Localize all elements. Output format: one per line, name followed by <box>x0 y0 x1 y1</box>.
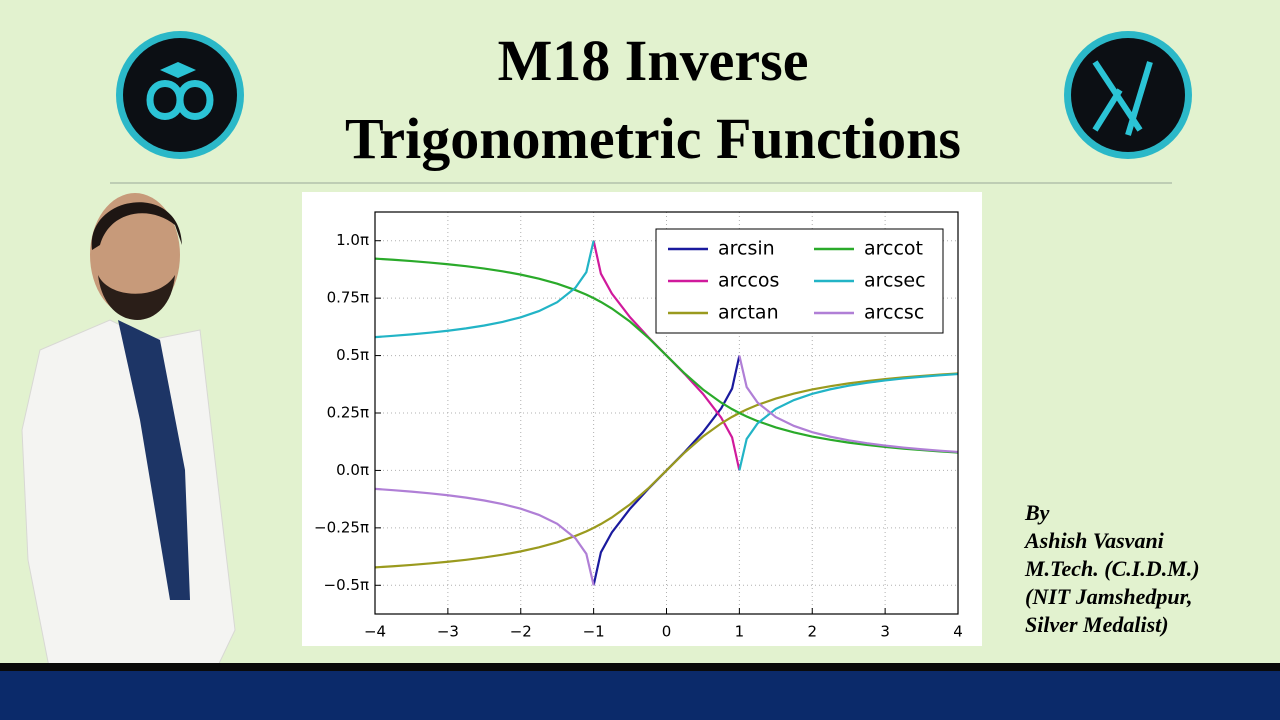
author-line: (NIT Jamshedpur, <box>1025 584 1192 609</box>
x-tick-label: 2 <box>807 623 817 641</box>
presenter <box>21 193 236 673</box>
author-line: Silver Medalist) <box>1025 612 1169 637</box>
x-tick-label: 1 <box>735 623 745 641</box>
series-line <box>374 372 959 569</box>
x-tick-label: 0 <box>662 623 672 641</box>
logo-right <box>1064 31 1192 159</box>
series-line <box>374 257 959 454</box>
title-line: M18 Inverse <box>498 28 809 93</box>
y-tick-label: 0.0π <box>336 461 369 479</box>
y-tick-label: 0.75π <box>327 289 369 307</box>
footer-edge <box>0 663 1280 671</box>
footer-bar <box>0 671 1280 720</box>
legend-label: arccot <box>864 238 923 260</box>
series-line <box>374 240 959 471</box>
x-tick-label: −1 <box>583 623 605 641</box>
legend-label: arcsec <box>864 270 926 292</box>
y-tick-label: 0.25π <box>327 404 369 422</box>
logo-left <box>116 31 244 159</box>
y-tick-label: 0.5π <box>336 346 369 364</box>
x-tick-label: 4 <box>953 623 963 641</box>
author-line: By <box>1024 500 1050 525</box>
x-tick-label: −3 <box>437 623 459 641</box>
series-line <box>374 355 959 586</box>
legend-label: arccsc <box>864 302 924 324</box>
y-tick-label: −0.25π <box>314 518 369 536</box>
x-tick-label: 3 <box>880 623 890 641</box>
x-tick-label: −2 <box>510 623 532 641</box>
plot-frame <box>374 211 959 615</box>
legend-label: arccos <box>718 270 779 292</box>
x-tick-label: −4 <box>364 623 386 641</box>
title-line: Trigonometric Functions <box>345 106 961 171</box>
y-tick-label: −0.5π <box>324 576 369 594</box>
y-tick-label: 1.0π <box>336 231 369 249</box>
legend-label: arcsin <box>718 238 775 260</box>
author-line: M.Tech. (C.I.D.M.) <box>1024 556 1200 581</box>
legend-label: arctan <box>718 302 779 324</box>
author-line: Ashish Vasvani <box>1023 528 1165 553</box>
